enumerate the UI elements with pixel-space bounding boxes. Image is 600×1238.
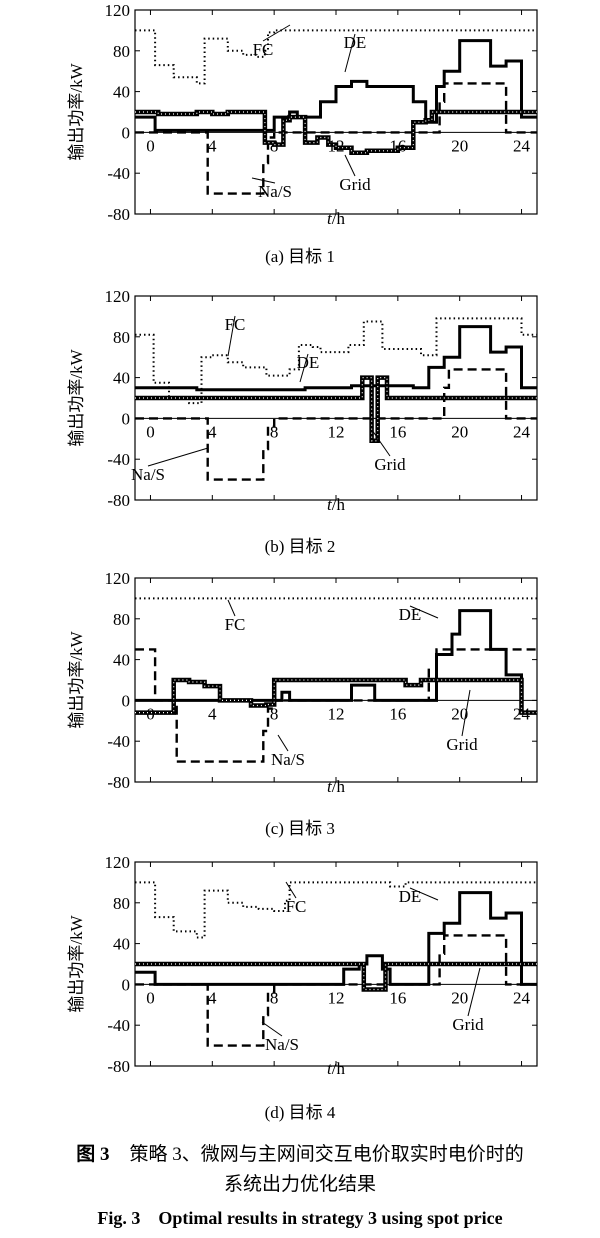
caption-cn-line1: 图 3 策略 3、微网与主网间交互电价取实时电价时的 [76,1143,524,1165]
caption-en-prefix: Fig. 3 [97,1208,140,1228]
x-tick-label: 16 [389,988,406,1007]
annotation-de: DE [399,887,422,906]
annotation-fc: FC [253,40,274,59]
x-tick-label: 16 [389,704,406,723]
y-tick-label: 80 [113,42,130,61]
y-tick-label: 0 [122,975,131,994]
x-tick-label: 24 [513,422,531,441]
annotation-fc: FC [225,615,246,634]
series-line-de [135,327,537,390]
series-line-de [135,611,537,713]
subtitle-d: (d) 目标 4 [265,1103,336,1122]
y-tick-label: -40 [107,1016,130,1035]
annotation-leader [148,448,208,466]
y-tick-label: 0 [122,409,131,428]
x-tick-label: 24 [513,136,531,155]
annotation-leader [278,735,288,751]
x-tick-label: 4 [208,422,217,441]
annotation-leader [263,25,290,41]
annotation-nas: Na/S [271,750,305,769]
y-tick-label: 120 [105,1,131,20]
y-axis-label: 输出功率/kW [67,62,86,160]
subtitle-c: (c) 目标 3 [265,819,335,838]
y-tick-label: 80 [113,328,130,347]
annotation-nas: Na/S [265,1035,299,1054]
x-axis-label: t/h [327,1059,345,1078]
y-tick-label: 0 [122,691,131,710]
series-line-de [135,41,537,131]
annotation-grid: Grid [446,735,478,754]
y-tick-label: 40 [113,369,130,388]
y-tick-label: -80 [107,205,130,224]
y-tick-label: -40 [107,450,130,469]
caption-en: Fig. 3 Optimal results in strategy 3 usin… [97,1208,502,1228]
annotation-de: DE [297,353,320,372]
y-tick-label: -80 [107,773,130,792]
x-tick-label: 8 [270,704,279,723]
caption-en-text: Optimal results in strategy 3 using spot… [158,1208,502,1228]
annotation-grid: Grid [452,1015,484,1034]
annotation-nas: Na/S [258,182,292,201]
y-tick-label: 120 [105,569,131,588]
annotation-grid: Grid [339,175,371,194]
series-line-fc [135,882,537,937]
annotation-de: DE [399,605,422,624]
x-tick-label: 4 [208,136,217,155]
x-tick-label: 12 [328,422,345,441]
y-tick-label: 40 [113,651,130,670]
y-tick-label: -40 [107,732,130,751]
y-tick-label: -40 [107,164,130,183]
x-axis-label: t/h [327,495,345,514]
y-axis-label: 输出功率/kW [67,630,86,728]
annotation-leader [262,1022,282,1036]
x-tick-label: 4 [208,704,217,723]
x-tick-label: 20 [451,422,468,441]
x-axis-label: t/h [327,777,345,796]
y-axis-label: 输出功率/kW [67,348,86,446]
y-tick-label: -80 [107,1057,130,1076]
y-tick-label: -80 [107,491,130,510]
y-axis-label: 输出功率/kW [67,914,86,1012]
x-tick-label: 24 [513,988,531,1007]
annotation-leader [345,155,355,176]
x-tick-label: 0 [146,422,155,441]
y-tick-label: 40 [113,935,130,954]
chart-panel-b: -80 -40 0 40 80 120 0 4 8 12 16 20 24 输出功率/kW t/h FC DE N… [67,287,537,514]
series-line-de [135,893,537,985]
annotation-leader [286,882,296,898]
annotation-nas: Na/S [131,465,165,484]
caption-cn-prefix: 图 3 [76,1143,109,1165]
caption-cn-line2: 系统出力优化结果 [224,1173,376,1195]
y-tick-label: 40 [113,83,130,102]
x-tick-label: 4 [208,988,217,1007]
x-tick-label: 20 [451,988,468,1007]
y-tick-label: 120 [105,287,131,306]
x-axis-label: t/h [327,209,345,228]
series-line-fc [135,30,537,83]
annotation-fc: FC [286,897,307,916]
x-tick-label: 12 [328,704,345,723]
x-tick-label: 0 [146,136,155,155]
y-tick-label: 120 [105,853,131,872]
x-tick-label: 16 [389,422,406,441]
subtitle-a: (a) 目标 1 [265,247,335,266]
annotation-leader [228,600,235,616]
subtitle-b: (b) 目标 2 [265,537,336,556]
chart-panel-d: -80 -40 0 40 80 120 0 4 8 12 16 20 24 输出功率/kW t/h FC DE N… [67,853,537,1078]
y-tick-label: 80 [113,610,130,629]
annotation-leader [468,968,480,1016]
x-tick-label: 20 [451,136,468,155]
y-tick-label: 0 [122,123,131,142]
annotation-grid: Grid [374,455,406,474]
x-tick-label: 0 [146,988,155,1007]
y-tick-label: 80 [113,894,130,913]
x-tick-label: 12 [328,988,345,1007]
caption-cn-text: 策略 3、微网与主网间交互电价取实时电价时的 [130,1143,524,1165]
